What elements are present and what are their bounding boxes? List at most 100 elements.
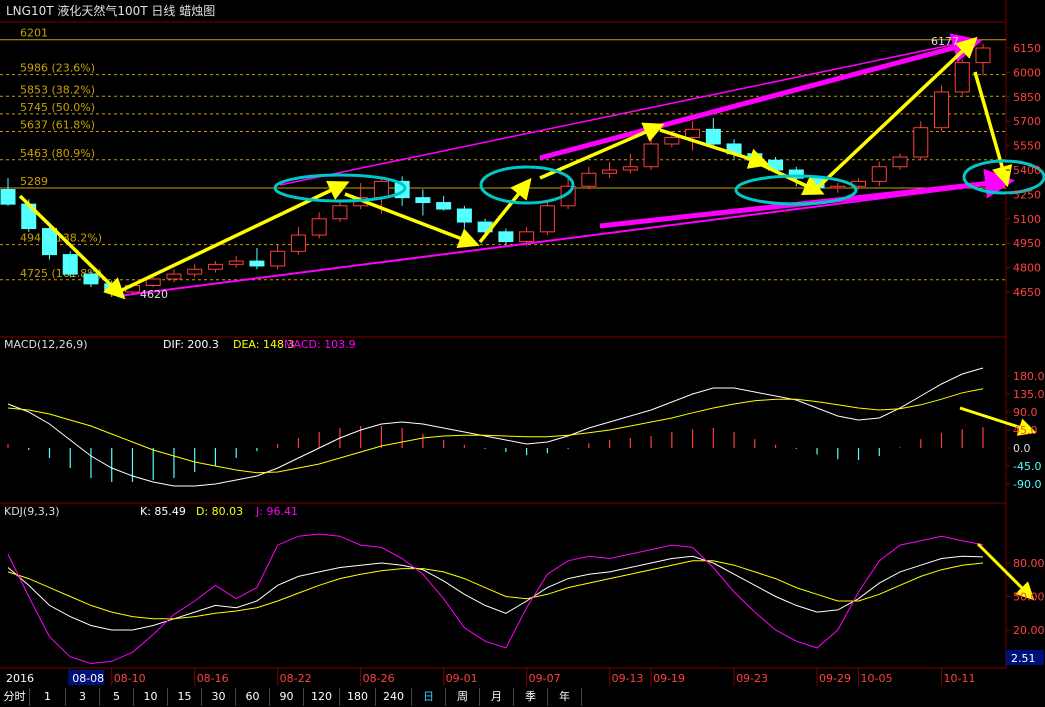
high-label: 6177 (931, 35, 959, 48)
x-tick-label: 09-13 (612, 672, 644, 685)
support-ellipse (273, 173, 407, 203)
kdj-k-line (7, 555, 984, 631)
trend-arrow (813, 36, 978, 192)
candle-body (332, 205, 348, 220)
candle-body (892, 156, 908, 168)
channel-upper-arrow (539, 33, 983, 161)
candle-body (311, 218, 327, 236)
period-button-11[interactable]: 240 (376, 688, 412, 706)
kdj-title: KDJ(9,3,3) (4, 505, 60, 518)
y-tick-label: 5550 (1013, 140, 1041, 153)
candle-body (207, 263, 223, 270)
x-tick-label: 09-01 (446, 672, 478, 685)
period-button-3[interactable]: 5 (100, 688, 134, 706)
candle-body (456, 208, 472, 223)
candlestick-chart: 6201 5986 (23.6%) 5853 (38.2%) 5745 (50.0%)… (0, 0, 1045, 686)
macd-title: MACD(12,26,9) (4, 338, 88, 351)
period-button-14[interactable]: 月 (480, 688, 514, 706)
x-tick-label: 09-19 (653, 672, 685, 685)
candle-body (166, 273, 182, 280)
x-tick-label: 09-07 (529, 672, 561, 685)
kdj-y-tick-label: 80.00 (1013, 557, 1045, 570)
chart-title: LNG10T 液化天然气100T 日线 蜡烛图 (6, 3, 215, 18)
x-tick-label: 08-22 (280, 672, 312, 685)
x-tick-label: 10-11 (944, 672, 976, 685)
x-tick-label: 10-05 (861, 672, 893, 685)
period-button-6[interactable]: 30 (202, 688, 236, 706)
support-ellipse (962, 159, 1045, 195)
x-tick-label: 09-23 (736, 672, 768, 685)
period-button-2[interactable]: 3 (66, 688, 100, 706)
y-tick-label: 6150 (1013, 42, 1041, 55)
candle-body (145, 278, 161, 286)
kdj-badge-bg (1006, 650, 1044, 665)
candle-body (954, 62, 970, 93)
fib-label: 5637 (61.8%) (20, 118, 95, 131)
period-button-4[interactable]: 10 (134, 688, 168, 706)
x-tick-label: 08-10 (114, 672, 146, 685)
kdj-y-tick-label: 50.00 (1013, 591, 1045, 604)
candle-body (705, 128, 721, 145)
kdj-arrow (976, 542, 1035, 601)
candle-body (975, 47, 991, 64)
candle-body (83, 273, 99, 285)
candle-body (498, 231, 514, 243)
y-tick-label: 5700 (1013, 115, 1041, 128)
candle-body (519, 231, 535, 243)
period-button-12[interactable]: 日 (412, 688, 446, 706)
macd-macd-label: MACD: 103.9 (284, 338, 356, 351)
kdj-j-label: J: 96.41 (255, 505, 298, 518)
candle-body (788, 169, 804, 179)
macd-y-tick-label: 180.0 (1013, 370, 1045, 383)
channel-upper-line (279, 39, 976, 186)
period-button-5[interactable]: 15 (168, 688, 202, 706)
low-label: 4620 (140, 288, 168, 301)
trend-arrow (18, 194, 126, 300)
candle-body (228, 260, 244, 265)
period-button-16[interactable]: 年 (548, 688, 582, 706)
candle-body (664, 136, 680, 145)
candle-body (685, 128, 701, 138)
macd-y-tick-label: 0.0 (1013, 442, 1031, 455)
candle-body (41, 228, 57, 256)
x-tick-label: 08-08 (72, 672, 104, 685)
period-button-15[interactable]: 季 (514, 688, 548, 706)
period-button-10[interactable]: 180 (340, 688, 376, 706)
macd-y-tick-label: -45.0 (1013, 460, 1041, 473)
trend-arrow (973, 71, 1013, 188)
x-tick-label: 09-29 (819, 672, 851, 685)
fib-label: 5745 (50.0%) (20, 101, 95, 114)
candle-body (581, 172, 597, 187)
toolbar-year[interactable]: 2016 (6, 672, 34, 685)
macd-arrow (959, 406, 1037, 436)
macd-y-tick-label: -90.0 (1013, 478, 1041, 491)
candle-body (539, 205, 555, 233)
period-button-13[interactable]: 周 (446, 688, 480, 706)
fib-label: 5986 (23.6%) (20, 62, 95, 75)
y-tick-label: 4800 (1013, 262, 1041, 275)
candle-body (373, 180, 389, 199)
period-button-0[interactable]: 分时 (0, 688, 30, 706)
candle-body (0, 189, 16, 205)
kdj-badge: 2.51 (1011, 652, 1036, 665)
y-tick-label: 6000 (1013, 66, 1041, 79)
macd-dif-label: DIF: 200.3 (163, 338, 219, 351)
period-button-1[interactable]: 1 (30, 688, 66, 706)
candle-body (871, 166, 887, 182)
kdj-y-tick-label: 20.00 (1013, 624, 1045, 637)
fib-label: 4725 (161.8%) (20, 267, 102, 280)
period-button-7[interactable]: 60 (236, 688, 270, 706)
fib-label: 5853 (38.2%) (20, 83, 95, 96)
fib-label: 6201 (20, 27, 48, 40)
trend-arrow (344, 192, 480, 249)
macd-y-tick-label: 90.0 (1013, 406, 1038, 419)
period-button-9[interactable]: 120 (304, 688, 340, 706)
channel-lower-line (117, 182, 1001, 297)
trend-arrow (478, 177, 532, 244)
trend-arrow (539, 122, 665, 180)
candle-body (622, 166, 638, 171)
candle-body (249, 260, 265, 267)
period-button-8[interactable]: 90 (270, 688, 304, 706)
candle-body (290, 234, 306, 252)
macd-dea-line (7, 388, 984, 474)
